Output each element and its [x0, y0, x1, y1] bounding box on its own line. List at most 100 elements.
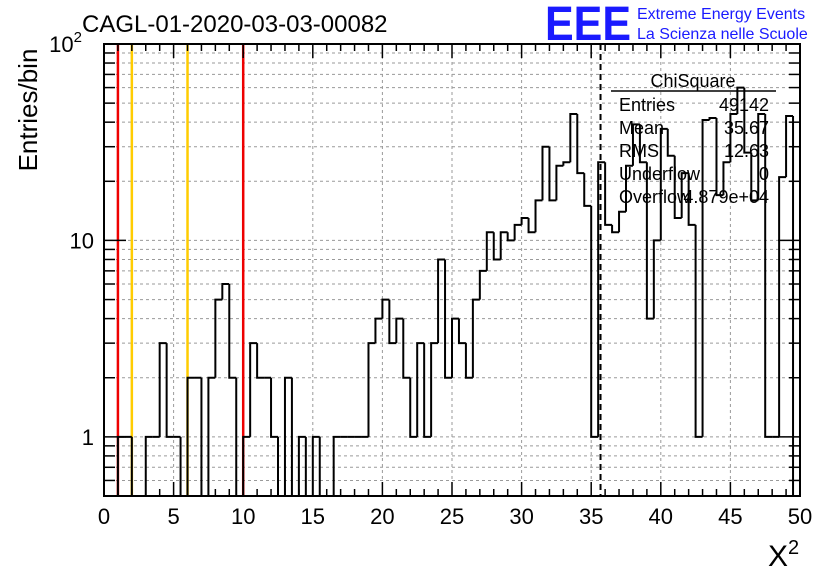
histogram-bin [270, 377, 278, 438]
histogram-bin [158, 342, 167, 437]
histogram-bin [638, 124, 647, 164]
x-tick-label: 50 [788, 504, 812, 529]
histogram-bin [402, 318, 411, 379]
histogram-bin [555, 164, 564, 201]
histogram-bin [750, 152, 759, 202]
histogram-bin [687, 173, 696, 226]
histogram-bin [464, 343, 473, 379]
histogram-bin [409, 377, 418, 438]
histogram-bin [785, 114, 794, 178]
stats-label-overflow: Overflow [619, 187, 691, 207]
histogram-bin [701, 119, 710, 437]
histogram-bin [144, 435, 153, 496]
histogram-bin [590, 205, 599, 438]
histogram-bin [743, 87, 752, 154]
histogram-bin [221, 283, 230, 300]
histogram-bin [694, 224, 703, 438]
histogram-bin [499, 231, 508, 260]
histogram-bin [506, 232, 515, 242]
histogram-bin [388, 299, 397, 345]
histogram-bin [214, 298, 223, 378]
histogram-bin [256, 343, 265, 379]
histogram-bin [778, 176, 787, 437]
histogram-bin [722, 161, 731, 196]
histogram-bin [680, 172, 689, 219]
histogram-bin [764, 114, 773, 438]
histogram-bin [416, 342, 425, 437]
logo-line1: Extreme Energy Events [637, 6, 805, 23]
histogram-bin [207, 376, 216, 496]
y-tick-labels: 1 10 102 [49, 29, 94, 450]
stats-label-mean: Mean [619, 118, 664, 138]
histogram-bin [708, 117, 717, 121]
stats-value-underflow: 0 [759, 164, 769, 184]
histogram-bin [492, 232, 501, 261]
stats-box: ChiSquare Entries 49142 Mean 35.67 RMS 1… [611, 71, 776, 207]
histogram-bin [283, 376, 292, 496]
y-tick-label: 10 [70, 228, 94, 253]
histogram-bin [437, 258, 446, 344]
stats-value-mean: 35.67 [724, 118, 769, 138]
histogram-bin [186, 376, 195, 496]
histogram-bin [249, 342, 258, 437]
x-axis-label-base: X [768, 540, 788, 572]
histogram-bin [659, 127, 668, 241]
histogram-bin [611, 224, 620, 234]
histogram-bin [332, 435, 341, 496]
x-tick-label: 35 [579, 504, 603, 529]
histogram-bin [715, 118, 724, 197]
stats-title: ChiSquare [650, 71, 735, 91]
histogram-bin [242, 435, 251, 496]
histogram-bin [541, 145, 550, 201]
histogram-bin [471, 298, 480, 378]
x-tick-label: 30 [509, 504, 533, 529]
histogram-bin [423, 343, 432, 438]
y-tick-label-exponent: 2 [74, 29, 82, 46]
x-tick-label: 20 [370, 504, 394, 529]
histogram-bin [583, 173, 592, 207]
histogram-bin [457, 318, 466, 345]
histogram-bin [311, 435, 320, 496]
x-tick-label: 0 [98, 504, 110, 529]
histogram-bin [562, 161, 571, 166]
histogram-bin [618, 210, 626, 233]
histogram-bin [534, 199, 543, 233]
histogram-bin [652, 239, 661, 319]
histogram-bin [576, 114, 585, 175]
histogram-bin [729, 113, 738, 163]
x-tick-label: 15 [301, 504, 325, 529]
histogram-bin [485, 231, 494, 271]
x-axis-label-sup: 2 [788, 537, 799, 559]
histogram-bin [757, 113, 766, 201]
histogram-bin [604, 162, 613, 226]
histogram-bin [631, 123, 640, 166]
logo-mark: EEE [545, 0, 631, 51]
histogram-bin [548, 146, 557, 202]
stats-label-entries: Entries [619, 95, 675, 115]
histogram-bin [666, 128, 675, 157]
histogram-bin [367, 342, 376, 437]
x-tick-label: 40 [649, 504, 673, 529]
marker-lines [116, 44, 602, 496]
histogram-bin [228, 284, 237, 379]
stats-value-overflow: 4.879e+04 [683, 187, 769, 207]
x-tick-label: 25 [440, 504, 464, 529]
y-axis-label: Entries/bin [13, 49, 43, 172]
stats-value-entries: 49142 [719, 95, 769, 115]
histogram-bin [430, 342, 439, 437]
histogram-bin [297, 435, 306, 496]
x-tick-label: 5 [167, 504, 179, 529]
histogram-bin [520, 217, 529, 225]
histogram-bin [381, 298, 390, 319]
x-tick-labels: 0 5 10 15 20 25 30 35 40 45 50 [98, 504, 812, 529]
logo-line2: La Scienza nelle Scuole [637, 26, 808, 43]
y-tick-label: 1 [82, 425, 94, 450]
x-tick-label: 10 [231, 504, 255, 529]
histogram-bin [673, 155, 682, 220]
histogram-bin [513, 223, 522, 241]
histogram-bin [395, 317, 404, 344]
stats-label-underflow: Underflow [619, 164, 701, 184]
histogram-bin [569, 113, 578, 163]
histogram-bin [444, 259, 452, 379]
